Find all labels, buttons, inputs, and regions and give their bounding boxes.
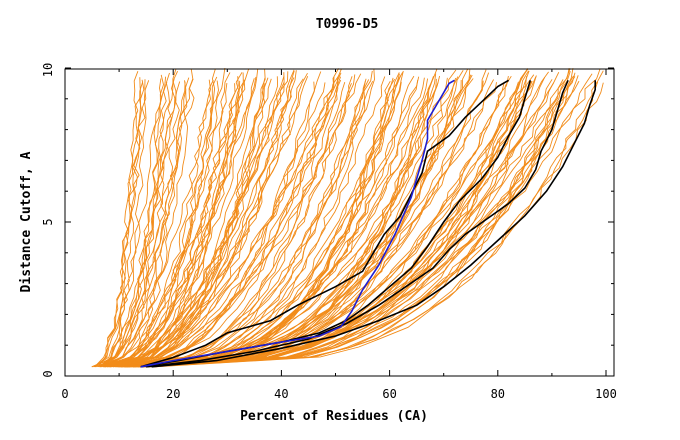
orange-curve — [108, 76, 257, 368]
orange-curve — [122, 80, 366, 368]
orange-curve — [95, 71, 139, 368]
orange-curve — [147, 75, 537, 368]
orange-curve — [103, 78, 255, 368]
x-axis-title: Percent of Residues (CA) — [240, 409, 428, 424]
orange-curve — [115, 76, 285, 368]
x-tick-label: 60 — [382, 387, 396, 401]
orange-curve — [126, 76, 353, 368]
orange-curve — [155, 70, 604, 368]
orange-curve — [120, 72, 308, 368]
x-tick-label: 20 — [166, 387, 180, 401]
orange-curve — [93, 68, 194, 368]
blue-series-line — [140, 79, 455, 368]
orange-curve — [121, 72, 342, 368]
orange-curve — [115, 76, 342, 368]
orange-curve — [129, 82, 497, 368]
orange-curve — [145, 82, 604, 368]
y-tick-label: 5 — [41, 218, 55, 225]
orange-curve — [150, 68, 574, 368]
orange-curve — [116, 73, 362, 368]
orange-curve — [120, 68, 339, 368]
x-tick-label: 0 — [61, 387, 68, 401]
orange-curve — [140, 78, 474, 368]
orange-curve — [123, 69, 457, 368]
black-series-line — [151, 80, 596, 368]
orange-curve — [111, 74, 340, 368]
orange-curve — [93, 78, 162, 368]
orange-curve — [140, 72, 560, 368]
orange-curve — [100, 81, 181, 368]
orange-curve — [128, 78, 437, 368]
orange-curve — [141, 79, 553, 368]
y-tick-label: 0 — [41, 370, 55, 377]
orange-curve — [145, 71, 549, 368]
black-series-line — [146, 79, 569, 368]
orange-curve — [135, 74, 473, 368]
orange-curve — [125, 70, 404, 368]
orange-curve — [110, 72, 231, 368]
y-tick-label: 10 — [41, 63, 55, 77]
series-layer — [91, 68, 604, 368]
orange-curve — [124, 78, 429, 368]
orange-curve — [137, 68, 529, 368]
orange-curve — [116, 77, 295, 368]
orange-curve — [112, 76, 309, 368]
y-axis-ticks: 0 5 10 — [41, 63, 614, 378]
orange-curve — [97, 71, 179, 368]
orange-curve — [119, 71, 289, 368]
orange-curve — [103, 81, 168, 368]
orange-curve — [134, 70, 530, 368]
orange-curve — [110, 69, 266, 368]
orange-curve — [118, 79, 342, 368]
orange-curve — [100, 72, 243, 368]
orange-curve — [136, 68, 529, 368]
orange-curve — [106, 81, 186, 368]
orange-curve — [126, 69, 471, 368]
orange-curve — [104, 69, 249, 368]
orange-curve — [132, 74, 535, 368]
orange-curve — [108, 69, 295, 368]
orange-curve — [137, 70, 464, 368]
orange-curve — [97, 77, 142, 368]
orange-curve — [131, 80, 484, 368]
orange-curve — [105, 70, 297, 368]
orange-curve — [114, 76, 279, 368]
orange-curve — [127, 79, 419, 368]
orange-curve — [125, 79, 370, 368]
orange-curve — [130, 76, 420, 368]
orange-curve — [100, 68, 226, 368]
orange-curve — [112, 80, 241, 368]
orange-curve — [117, 83, 352, 368]
black-series-line — [140, 79, 509, 368]
orange-curve — [141, 68, 601, 368]
x-axis-ticks: 0 20 40 60 80 100 — [61, 69, 617, 401]
orange-curve — [112, 83, 228, 368]
orange-curve — [100, 79, 214, 368]
orange-curve — [105, 78, 304, 368]
orange-curve — [100, 76, 218, 368]
orange-curve — [102, 68, 259, 368]
orange-curve — [143, 73, 593, 368]
chart-title: T0996-D5 — [316, 17, 379, 32]
orange-curve — [144, 75, 512, 368]
y-axis-title: Distance Cutoff, A — [19, 151, 34, 292]
orange-curve — [140, 82, 555, 368]
orange-curve — [125, 70, 373, 368]
orange-curve — [152, 79, 564, 368]
orange-curve — [128, 79, 462, 368]
orange-curve — [99, 77, 190, 368]
orange-curve — [123, 73, 400, 368]
orange-curve — [105, 76, 239, 368]
orange-curve — [122, 74, 356, 368]
orange-curve — [135, 75, 441, 368]
x-tick-label: 100 — [595, 387, 617, 401]
orange-curve — [94, 79, 147, 368]
orange-curve — [120, 69, 375, 368]
x-tick-label: 40 — [274, 387, 288, 401]
x-tick-label: 80 — [491, 387, 505, 401]
orange-curve — [132, 77, 457, 368]
orange-curve — [125, 69, 438, 368]
